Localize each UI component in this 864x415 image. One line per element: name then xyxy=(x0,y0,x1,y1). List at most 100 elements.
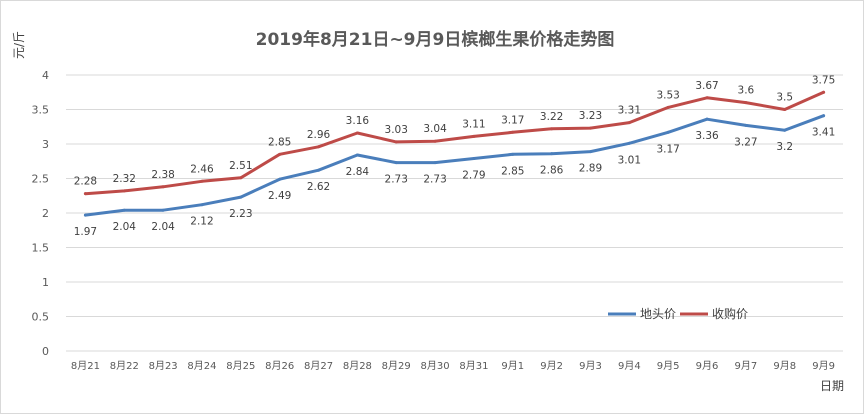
y-tick-label: 1.5 xyxy=(32,242,50,255)
x-tick-label: 8月27 xyxy=(304,360,333,372)
data-label: 2.85 xyxy=(268,136,291,148)
data-point xyxy=(161,208,165,212)
data-label: 2.73 xyxy=(385,174,408,186)
y-tick-label: 0 xyxy=(42,345,49,358)
data-point xyxy=(783,128,787,132)
data-point xyxy=(550,152,554,156)
x-axis-label: 日期 xyxy=(820,379,844,393)
data-label: 2.84 xyxy=(346,166,370,178)
data-label: 2.85 xyxy=(501,165,524,177)
data-point xyxy=(317,145,321,149)
data-point xyxy=(122,208,126,212)
data-label: 3.03 xyxy=(385,124,408,136)
data-label: 3.31 xyxy=(618,105,641,117)
x-tick-label: 8月25 xyxy=(226,360,255,372)
data-point xyxy=(511,152,515,156)
data-point xyxy=(355,153,359,157)
data-point xyxy=(627,141,631,145)
x-tick-label: 9月3 xyxy=(579,360,602,372)
y-axis-ticks: 0 0.5 1 1.5 2 2.5 3 3.5 4 xyxy=(32,69,50,358)
data-label: 3.11 xyxy=(462,118,485,130)
x-axis-ticks: 8月21 8月22 8月23 8月24 8月25 8月26 8月27 8月28 8月29 8月30… xyxy=(71,360,835,372)
data-labels: 1.97 2.04 2.04 2.12 2.23 2.49 2.62 2.84 2.73 2.73… xyxy=(74,74,836,238)
data-label: 2.62 xyxy=(307,181,330,193)
data-point xyxy=(433,139,437,143)
data-point xyxy=(666,130,670,134)
x-tick-label: 9月8 xyxy=(773,360,796,372)
data-label: 2.38 xyxy=(151,169,174,181)
data-label: 2.28 xyxy=(74,176,97,188)
data-point xyxy=(122,189,126,193)
data-label: 2.04 xyxy=(151,221,175,233)
y-tick-label: 3 xyxy=(42,138,49,151)
data-point xyxy=(588,150,592,154)
x-tick-label: 9月1 xyxy=(501,360,524,372)
data-point xyxy=(394,161,398,165)
x-tick-label: 8月23 xyxy=(149,360,178,372)
data-point xyxy=(200,179,204,183)
x-tick-label: 8月30 xyxy=(421,360,450,372)
data-label: 2.23 xyxy=(229,208,252,220)
data-label: 3.6 xyxy=(738,85,755,97)
data-label: 3.41 xyxy=(812,127,835,139)
y-tick-label: 1 xyxy=(42,276,49,289)
data-label: 3.04 xyxy=(423,123,447,135)
data-point xyxy=(744,123,748,127)
data-point xyxy=(83,213,87,217)
data-point xyxy=(161,185,165,189)
legend-label: 收购价 xyxy=(712,306,748,321)
data-label: 1.97 xyxy=(74,226,97,238)
data-point xyxy=(666,105,670,109)
data-point xyxy=(355,131,359,135)
data-label: 3.17 xyxy=(656,143,679,155)
data-point xyxy=(744,101,748,105)
chart-title: 2019年8月21日~9月9日槟榔生果价格走势图 xyxy=(256,29,615,50)
x-tick-label: 8月28 xyxy=(343,360,372,372)
data-label: 3.36 xyxy=(695,130,719,142)
x-tick-label: 8月21 xyxy=(71,360,100,372)
legend: 地头价 收购价 xyxy=(608,306,748,321)
y-tick-label: 3.5 xyxy=(32,104,50,117)
data-point xyxy=(705,96,709,100)
data-point xyxy=(627,121,631,125)
data-label: 2.32 xyxy=(113,173,136,185)
data-label: 2.46 xyxy=(190,163,214,175)
x-tick-label: 8月31 xyxy=(459,360,488,372)
data-label: 3.17 xyxy=(501,114,524,126)
y-tick-label: 0.5 xyxy=(32,311,50,324)
data-label: 3.75 xyxy=(812,74,835,86)
data-label: 2.51 xyxy=(229,160,252,172)
data-point xyxy=(822,90,826,94)
data-label: 3.2 xyxy=(776,141,793,153)
legend-label: 地头价 xyxy=(640,307,676,321)
data-point xyxy=(705,117,709,121)
data-point xyxy=(472,156,476,160)
data-point xyxy=(83,192,87,196)
y-tick-label: 2.5 xyxy=(32,173,50,186)
series-lines xyxy=(83,90,826,217)
x-tick-label: 9月4 xyxy=(618,360,641,372)
grid-lines xyxy=(66,74,843,352)
data-label: 3.01 xyxy=(618,154,641,166)
data-point xyxy=(783,108,787,111)
data-point xyxy=(239,195,243,199)
data-label: 2.79 xyxy=(462,169,485,181)
data-label: 3.67 xyxy=(695,80,718,92)
data-label: 2.73 xyxy=(423,174,446,186)
y-tick-label: 2 xyxy=(42,207,49,220)
data-label: 2.86 xyxy=(540,165,564,177)
data-point xyxy=(278,152,282,156)
data-label: 3.23 xyxy=(579,110,602,122)
data-label: 2.04 xyxy=(113,221,137,233)
data-label: 3.53 xyxy=(656,89,679,101)
data-label: 3.22 xyxy=(540,111,563,123)
x-tick-label: 9月7 xyxy=(735,360,758,372)
data-point xyxy=(472,134,476,138)
y-tick-label: 4 xyxy=(42,69,49,82)
data-point xyxy=(822,114,826,118)
x-tick-label: 9月6 xyxy=(696,360,719,372)
data-label: 2.96 xyxy=(307,129,331,141)
x-tick-label: 8月22 xyxy=(110,360,139,372)
data-label: 2.89 xyxy=(579,163,602,175)
